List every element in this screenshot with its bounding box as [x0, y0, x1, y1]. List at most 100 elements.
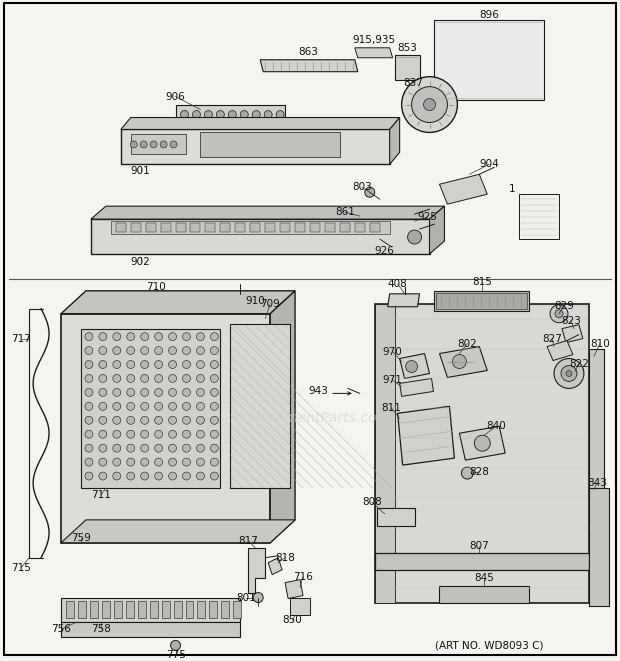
Text: 1: 1 — [509, 184, 515, 194]
Circle shape — [141, 458, 149, 466]
Circle shape — [182, 472, 190, 480]
Polygon shape — [340, 223, 350, 232]
Polygon shape — [430, 206, 445, 254]
Text: 861: 861 — [335, 207, 355, 217]
Text: ReplacementParts.com: ReplacementParts.com — [229, 411, 391, 425]
Circle shape — [210, 430, 218, 438]
Circle shape — [113, 360, 121, 368]
Polygon shape — [61, 520, 295, 543]
Polygon shape — [260, 59, 358, 71]
Circle shape — [169, 375, 177, 383]
Circle shape — [197, 346, 205, 354]
Circle shape — [169, 389, 177, 397]
Circle shape — [141, 375, 149, 383]
Circle shape — [113, 430, 121, 438]
Circle shape — [197, 458, 205, 466]
Polygon shape — [400, 379, 433, 397]
Bar — [200, 132, 340, 157]
Circle shape — [264, 110, 272, 118]
Circle shape — [126, 472, 135, 480]
Polygon shape — [395, 55, 420, 80]
Polygon shape — [285, 580, 303, 599]
Polygon shape — [61, 314, 270, 543]
Circle shape — [474, 435, 490, 451]
Text: 910: 910 — [246, 295, 265, 306]
Circle shape — [407, 230, 422, 244]
Circle shape — [169, 430, 177, 438]
Circle shape — [113, 332, 121, 340]
Circle shape — [160, 141, 167, 148]
Circle shape — [126, 458, 135, 466]
Polygon shape — [374, 304, 589, 603]
Circle shape — [210, 375, 218, 383]
Text: 828: 828 — [469, 467, 489, 477]
Polygon shape — [121, 118, 400, 130]
Circle shape — [276, 110, 284, 118]
Circle shape — [99, 332, 107, 340]
Text: 829: 829 — [554, 301, 574, 311]
Text: 840: 840 — [486, 421, 506, 431]
Circle shape — [85, 389, 93, 397]
Bar — [78, 601, 86, 619]
Circle shape — [126, 444, 135, 452]
Polygon shape — [175, 104, 285, 124]
Circle shape — [230, 293, 250, 314]
Text: 906: 906 — [166, 92, 185, 102]
Circle shape — [141, 430, 149, 438]
Polygon shape — [131, 223, 141, 232]
Circle shape — [150, 141, 157, 148]
Circle shape — [182, 346, 190, 354]
Circle shape — [113, 375, 121, 383]
Circle shape — [170, 141, 177, 148]
Polygon shape — [190, 223, 200, 232]
Circle shape — [99, 375, 107, 383]
Polygon shape — [397, 407, 454, 465]
Bar — [174, 601, 182, 619]
Polygon shape — [91, 206, 445, 219]
Text: 822: 822 — [569, 358, 589, 369]
Circle shape — [197, 403, 205, 410]
Circle shape — [210, 416, 218, 424]
Bar — [221, 601, 229, 619]
Text: 709: 709 — [260, 299, 280, 309]
Text: 970: 970 — [383, 346, 402, 356]
Polygon shape — [440, 346, 487, 377]
Circle shape — [182, 403, 190, 410]
Polygon shape — [250, 223, 260, 232]
Circle shape — [169, 444, 177, 452]
Circle shape — [99, 416, 107, 424]
Text: 925: 925 — [418, 212, 438, 222]
Circle shape — [154, 458, 162, 466]
Text: 717: 717 — [11, 334, 31, 344]
Circle shape — [412, 87, 448, 122]
Circle shape — [85, 416, 93, 424]
Polygon shape — [355, 48, 392, 58]
Circle shape — [182, 444, 190, 452]
Circle shape — [182, 332, 190, 340]
Circle shape — [154, 416, 162, 424]
Circle shape — [126, 403, 135, 410]
Polygon shape — [220, 223, 230, 232]
Polygon shape — [205, 223, 215, 232]
Circle shape — [197, 332, 205, 340]
Polygon shape — [265, 223, 275, 232]
Text: 823: 823 — [561, 316, 581, 326]
Circle shape — [210, 346, 218, 354]
Circle shape — [85, 444, 93, 452]
Circle shape — [141, 346, 149, 354]
Circle shape — [126, 375, 135, 383]
Circle shape — [554, 358, 584, 389]
Polygon shape — [435, 291, 529, 311]
Text: 896: 896 — [479, 10, 499, 20]
Polygon shape — [390, 118, 400, 165]
Bar — [210, 601, 218, 619]
Text: 827: 827 — [542, 334, 562, 344]
Circle shape — [141, 444, 149, 452]
Circle shape — [126, 360, 135, 368]
Circle shape — [197, 430, 205, 438]
Bar — [197, 601, 205, 619]
Polygon shape — [61, 598, 241, 623]
Text: 710: 710 — [146, 282, 166, 292]
Circle shape — [228, 110, 236, 118]
Text: 802: 802 — [458, 338, 477, 348]
